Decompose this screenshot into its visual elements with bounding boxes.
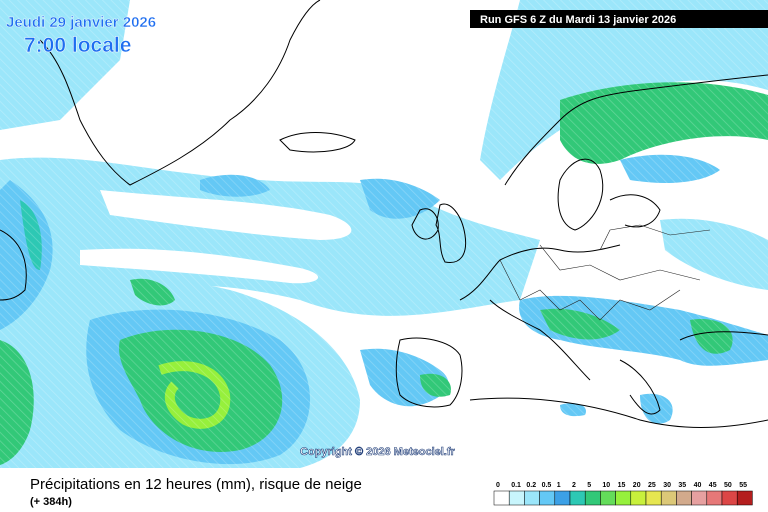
- legend-swatch: [645, 490, 662, 506]
- forecast-time: 7:00 locale: [24, 34, 131, 57]
- legend-label: 20: [633, 482, 641, 489]
- legend-label: 10: [602, 482, 610, 489]
- legend-swatch: [630, 490, 647, 506]
- legend-label: 40: [694, 482, 702, 489]
- footer-title: Précipitations en 12 heures (mm), risque…: [30, 476, 362, 493]
- legend-label: 55: [739, 482, 747, 489]
- legend-label: 0: [496, 482, 500, 489]
- legend-label: 25: [648, 482, 656, 489]
- legend-swatch: [584, 490, 601, 506]
- legend-label: 0.5: [542, 482, 552, 489]
- legend-swatch: [676, 490, 692, 506]
- legend-swatch: [508, 490, 525, 506]
- legend-label: 15: [618, 482, 626, 489]
- legend-label: 50: [724, 482, 732, 489]
- run-box: [470, 10, 768, 28]
- legend-swatch: [706, 490, 723, 506]
- legend-label: 45: [709, 482, 717, 489]
- legend-swatch: [493, 490, 510, 506]
- legend-label: 2: [572, 482, 576, 489]
- coastlines: [0, 0, 768, 428]
- legend-swatch: [615, 490, 632, 506]
- legend-label: 30: [663, 482, 671, 489]
- forecast-date: Jeudi 29 janvier 2026: [6, 14, 156, 31]
- legend-swatch: [600, 490, 616, 506]
- legend: 0 0.1 0.2 0.5 1 2 5 10 15 20 25 30 35 40 45 50 55: [493, 482, 753, 506]
- legend-swatch: [554, 490, 571, 506]
- legend-label: 0.1: [511, 482, 521, 489]
- run-info: Run GFS 6 Z du Mardi 13 janvier 2026: [480, 14, 676, 26]
- legend-swatch: [539, 490, 556, 506]
- footer-subtitle: (+ 384h): [30, 496, 72, 508]
- legend-swatch: [569, 490, 586, 506]
- legend-label: 5: [587, 482, 591, 489]
- legend-swatch: [736, 490, 753, 506]
- legend-swatch: [524, 490, 540, 506]
- legend-swatch: [660, 490, 677, 506]
- precipitation: [0, 0, 768, 468]
- legend-label: 0.2: [526, 482, 536, 489]
- legend-label: 1: [557, 482, 561, 489]
- legend-swatch: [691, 490, 708, 506]
- legend-label: 35: [678, 482, 686, 489]
- borders: [499, 224, 711, 321]
- legend-swatch: [721, 490, 738, 506]
- copyright: Copyright © 2026 Meteociel.fr: [300, 446, 456, 458]
